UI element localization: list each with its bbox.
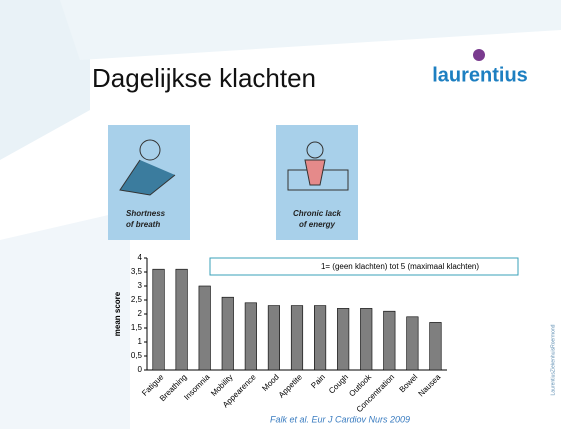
- decoration: [0, 0, 90, 160]
- y-tick-label: 1: [138, 337, 143, 346]
- y-tick-label: 2,5: [131, 295, 143, 304]
- bar: [198, 285, 211, 371]
- bar: [267, 305, 280, 371]
- logo: laurentius: [432, 64, 528, 86]
- y-axis-label: mean score: [113, 291, 122, 336]
- image-caption: Chronic lack: [293, 209, 342, 218]
- bar: [406, 316, 419, 371]
- image-figure: [304, 159, 326, 186]
- bar: [360, 308, 373, 371]
- image-figure: [306, 141, 324, 159]
- decoration: [0, 210, 130, 429]
- bar: [314, 305, 327, 371]
- side-text: LaurentiusZiekenhuisRoermond: [550, 324, 556, 395]
- y-tick-label: 1,5: [131, 323, 143, 332]
- annotation-box: [209, 257, 519, 276]
- bar: [152, 268, 165, 371]
- y-tick-label: 3,5: [131, 267, 143, 276]
- bar: [337, 308, 350, 371]
- image-caption: of energy: [299, 220, 336, 229]
- bar: [221, 296, 234, 371]
- logo-icon: [473, 49, 485, 61]
- image-caption: Shortness: [126, 209, 166, 218]
- y-tick-label: 4: [138, 253, 143, 262]
- source: Falk et al. Eur J Cardiov Nurs 2009: [270, 414, 410, 424]
- y-tick-label: 0,5: [131, 351, 143, 360]
- image-figure: [139, 139, 161, 161]
- bar: [175, 268, 188, 371]
- y-tick-label: 2: [138, 309, 143, 318]
- y-tick-label: 3: [138, 281, 143, 290]
- decoration: [60, 0, 561, 60]
- image-figure: [119, 159, 176, 196]
- bar: [383, 310, 396, 371]
- annotation: 1= (geen klachten) tot 5 (maximaal klach…: [321, 262, 479, 271]
- bar: [244, 302, 257, 371]
- image-caption: of breath: [126, 220, 160, 229]
- bar: [290, 305, 304, 371]
- y-tick-label: 0: [138, 365, 143, 374]
- bar: [429, 322, 442, 371]
- slide-title: Dagelijkse klachten: [92, 63, 316, 93]
